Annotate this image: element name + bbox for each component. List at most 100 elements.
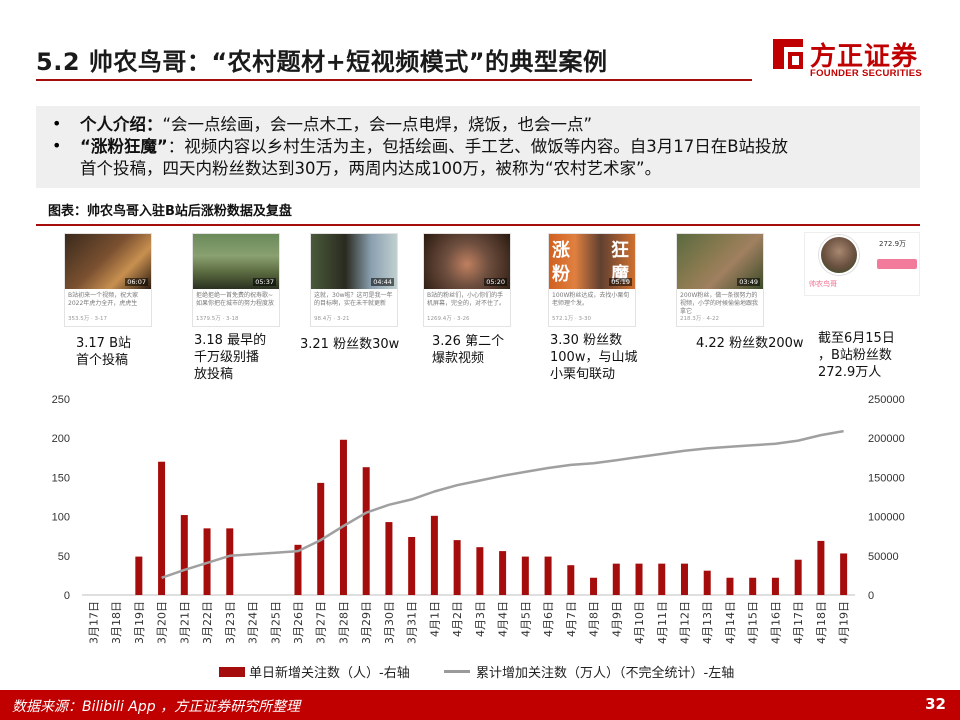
milestone-line: 千万级别播 xyxy=(194,350,260,365)
profile-fan-count: 272.9万 xyxy=(879,240,907,248)
x-axis-category-label: 4月11日 xyxy=(656,601,669,644)
video-duration: 06:07 xyxy=(125,278,148,286)
milestone-line: 小栗旬联动 xyxy=(550,367,616,382)
figure-divider xyxy=(36,224,920,226)
legend-bar-label: 单日新增关注数（人）-右轴 xyxy=(249,666,410,681)
logo-english-name: FOUNDER SECURITIES xyxy=(810,68,923,79)
bar-daily-new-fans xyxy=(840,553,848,595)
video-duration: 05:37 xyxy=(253,278,276,286)
x-axis-category-label: 3月25日 xyxy=(269,601,282,644)
x-axis-category-label: 4月12日 xyxy=(678,601,691,644)
milestone-line: 3.30 粉丝数 xyxy=(550,333,623,348)
founder-logo-icon xyxy=(773,39,803,69)
milestone-note: 3.18 最早的 千万级别播 放投稿 xyxy=(194,332,266,383)
right-axis-tick-label: 100000 xyxy=(868,512,905,524)
milestone-line: 截至6月15日 xyxy=(818,331,895,346)
bilibili-profile-card[interactable]: 272.9万 帅农鸟哥 xyxy=(804,232,920,296)
milestone-line: 100w，与山城 xyxy=(550,350,638,365)
bar-daily-new-fans xyxy=(567,565,575,595)
bar-daily-new-fans xyxy=(544,556,552,595)
video-duration: 05:19 xyxy=(609,278,632,286)
milestone-line: 首个投稿 xyxy=(76,353,129,368)
legend-line-swatch xyxy=(444,670,470,673)
video-meta: 1379.5万 · 3-18 xyxy=(196,316,239,322)
milestone-line: 272.9万人 xyxy=(818,365,882,380)
video-caption: 200W粉丝，做一条很努力的视频，小学的时候偷偷地跟我拿它 xyxy=(680,292,759,315)
bar-daily-new-fans xyxy=(612,563,620,595)
right-axis-tick-label: 150000 xyxy=(868,472,905,484)
video-thumbnail[interactable]: 05:20 B站的粉丝们，小心你们的手机屏幕，完全的，对不住了。 1269.4万… xyxy=(423,233,511,327)
x-axis-category-label: 4月1日 xyxy=(428,601,441,637)
x-axis-category-label: 3月27日 xyxy=(315,601,328,644)
x-axis-category-label: 3月30日 xyxy=(383,601,396,644)
video-duration: 04:44 xyxy=(371,278,394,286)
x-axis-category-label: 4月13日 xyxy=(701,601,714,644)
left-axis-tick-label: 50 xyxy=(58,551,70,563)
bar-daily-new-fans xyxy=(476,547,484,595)
bar-daily-new-fans xyxy=(180,515,188,595)
milestone-line: 4.22 粉丝数200w xyxy=(696,336,804,351)
x-axis-category-label: 3月18日 xyxy=(110,601,123,644)
x-axis-category-label: 4月5日 xyxy=(519,601,532,637)
x-axis-category-label: 4月16日 xyxy=(769,601,782,644)
milestone-line: 3.17 B站 xyxy=(76,336,131,351)
x-axis-category-label: 3月21日 xyxy=(178,601,191,644)
video-thumbnail[interactable]: 04:44 这就，30w啦？这可是我一年的目标啊，实在未干就更新 98.4万 ·… xyxy=(310,233,398,327)
video-meta: 1269.4万 · 3-26 xyxy=(427,316,470,322)
bullet-2: • xyxy=(52,136,62,155)
x-axis-category-label: 4月15日 xyxy=(747,601,760,644)
x-axis-category-label: 3月23日 xyxy=(224,601,237,644)
avatar xyxy=(819,235,859,275)
intro-line-1: 个人介绍：“会一点绘画，会一点木工，会一点电焊，烧饭，也会一点” xyxy=(80,114,592,136)
video-thumbnail[interactable]: 05:37 拒绝拒绝一首免费的祝寿歌~如果你把在城市的努力程度放 1379.5万… xyxy=(192,233,280,327)
bar-daily-new-fans xyxy=(771,577,779,595)
page-title: 5.2 帅农鸟哥：“农村题材+短视频模式”的典型案例 xyxy=(36,48,608,76)
bar-daily-new-fans xyxy=(385,522,393,595)
bar-daily-new-fans xyxy=(499,551,507,595)
video-thumbnail[interactable]: 涨 狂 粉 魔 05:19 100W粉丝达成，去找小栗旬老师理个发。 572.1… xyxy=(548,233,636,327)
intro-line-2: “涨粉狂魔”：视频内容以乡村生活为主，包括绘画、手工艺、做饭等内容。自3月17日… xyxy=(80,136,788,158)
line-cumulative-fans xyxy=(161,429,844,579)
bar-daily-new-fans xyxy=(703,570,711,595)
intro-text-1: “会一点绘画，会一点木工，会一点电焊，烧饭，也会一点” xyxy=(162,115,593,134)
video-meta: 218.3万 · 4-22 xyxy=(680,316,719,322)
x-axis-category-label: 4月10日 xyxy=(633,601,646,644)
cover-overlay-text: 狂 xyxy=(611,240,629,261)
right-axis-tick-label: 250000 xyxy=(868,394,905,406)
bar-daily-new-fans xyxy=(158,461,166,595)
bar-daily-new-fans xyxy=(362,467,370,595)
intro-label-2: “涨粉狂魔” xyxy=(80,137,168,156)
bar-daily-new-fans xyxy=(135,556,143,595)
milestone-line: ，B站粉丝数 xyxy=(818,348,892,363)
milestone-note: 3.21 粉丝数30w xyxy=(300,336,399,353)
bar-daily-new-fans xyxy=(453,540,461,595)
x-axis-category-label: 3月28日 xyxy=(337,601,350,644)
video-caption: B站的粉丝们，小心你们的手机屏幕，完全的，对不住了。 xyxy=(427,292,506,307)
bar-daily-new-fans xyxy=(658,563,666,595)
milestone-line: 3.21 粉丝数30w xyxy=(300,337,400,352)
legend-line-label: 累计增加关注数（万人）（不完全统计）-左轴 xyxy=(476,666,735,681)
x-axis-category-label: 3月31日 xyxy=(406,601,419,644)
milestone-note: 3.30 粉丝数 100w，与山城 小栗旬联动 xyxy=(550,332,637,383)
x-axis-category-label: 4月3日 xyxy=(474,601,487,637)
follow-button[interactable] xyxy=(877,259,917,269)
video-caption: 这就，30w啦？这可是我一年的目标啊，实在未干就更新 xyxy=(314,292,393,307)
video-thumbnail[interactable]: 03:49 200W粉丝，做一条很努力的视频，小学的时候偷偷地跟我拿它 218.… xyxy=(676,233,764,327)
video-caption: 100W粉丝达成，去找小栗旬老师理个发。 xyxy=(552,292,630,307)
bar-daily-new-fans xyxy=(749,577,757,595)
x-axis-category-label: 4月19日 xyxy=(838,601,851,644)
intro-text-2: ：视频内容以乡村生活为主，包括绘画、手工艺、做饭等内容。自3月17日在B站投放 xyxy=(167,137,789,156)
video-thumbnail[interactable]: 06:07 B站初来一个视频，祝大家2022年虎力全开，虎虎生 353.5万 ·… xyxy=(64,233,152,327)
x-axis-category-label: 3月17日 xyxy=(87,601,100,644)
video-meta: 572.1万 · 3-30 xyxy=(552,316,591,322)
x-axis-category-label: 3月29日 xyxy=(360,601,373,644)
x-axis-category-label: 4月9日 xyxy=(610,601,623,637)
x-axis-category-label: 4月17日 xyxy=(792,601,805,644)
milestone-line: 3.18 最早的 xyxy=(194,333,267,348)
x-axis-category-label: 4月18日 xyxy=(815,601,828,644)
title-divider xyxy=(36,79,752,81)
company-logo: 方正证券 FOUNDER SECURITIES xyxy=(770,36,930,80)
x-axis-category-label: 3月26日 xyxy=(292,601,305,644)
cover-overlay-text: 粉 xyxy=(552,264,570,285)
video-duration: 03:49 xyxy=(737,278,760,286)
